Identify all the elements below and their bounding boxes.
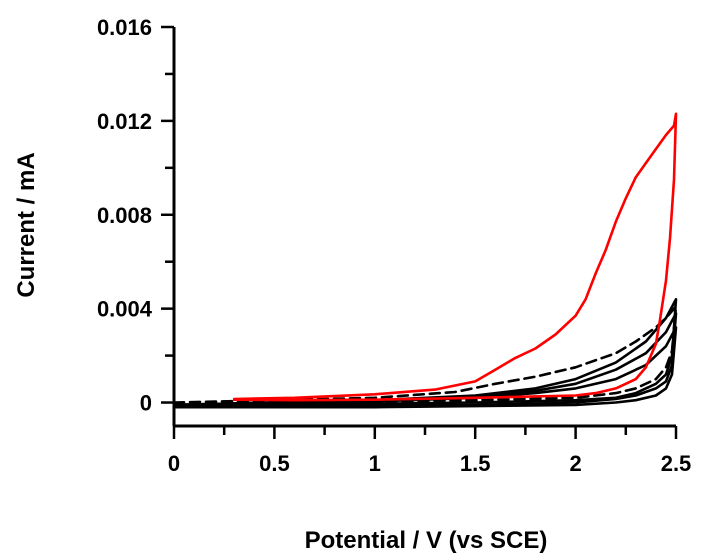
x-tick-label: 1.5 — [460, 451, 491, 476]
y-tick-label: 0.012 — [97, 109, 152, 134]
plot-series — [172, 112, 678, 409]
y-tick-label: 0.008 — [97, 203, 152, 228]
x-tick-label: 1 — [369, 451, 381, 476]
axes: 0 0.5 1 1.5 2 2.5 0 0.004 0.008 0.012 0.016 — [97, 15, 691, 476]
x-tick-label: 0 — [168, 451, 180, 476]
x-tick-label: 0.5 — [259, 451, 290, 476]
y-tick-label: 0 — [140, 391, 152, 416]
x-axis-title: Potential / V (vs SCE) — [305, 527, 548, 554]
series-line-2 — [172, 304, 678, 407]
y-tick-label: 0.004 — [97, 297, 153, 322]
y-tick-label: 0.016 — [97, 15, 152, 40]
x-tick-label: 2.5 — [661, 451, 692, 476]
y-axis-title: Current / mA — [13, 152, 40, 297]
x-ticks: 0 0.5 1 1.5 2 2.5 — [168, 426, 691, 476]
x-tick-label: 2 — [569, 451, 581, 476]
y-ticks: 0 0.004 0.008 0.012 0.016 — [97, 15, 174, 416]
series-line-1 — [232, 112, 678, 402]
